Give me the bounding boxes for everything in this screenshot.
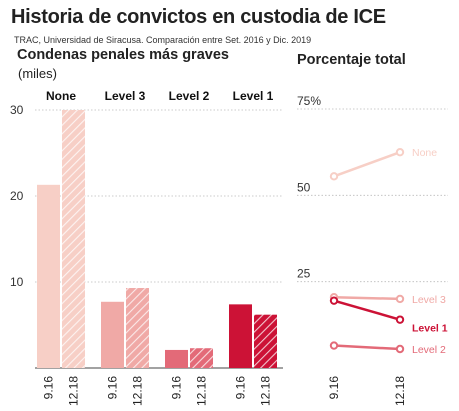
bar-none-12-18 xyxy=(62,110,85,368)
group-label-level-1: Level 1 xyxy=(233,89,274,103)
bar-level-1-12-18 xyxy=(254,314,277,368)
bar-y-tick-label: 10 xyxy=(10,275,24,289)
line-level-1 xyxy=(333,299,401,321)
series-label-level-3: Level 3 xyxy=(412,294,446,306)
line-x-tick-label: 9.16 xyxy=(327,376,341,400)
point-level-2-9-16 xyxy=(329,341,339,350)
point-level-2-12-18 xyxy=(395,344,405,354)
bar-y-tick-label: 20 xyxy=(10,189,24,203)
bar-x-tick-label: 9.16 xyxy=(106,376,120,400)
line-y-tick-label: 75% xyxy=(297,94,321,108)
point-none-12-18 xyxy=(395,147,405,157)
line-level-2 xyxy=(333,344,401,351)
bar-level-1-9-16 xyxy=(229,304,252,368)
bar-level-2-9-16 xyxy=(165,349,188,368)
bar-level-3-12-18 xyxy=(126,288,149,368)
group-label-level-3: Level 3 xyxy=(105,89,146,103)
bar-level-3-9-16 xyxy=(101,301,124,368)
group-label-none: None xyxy=(46,89,76,103)
point-level-1-9-16 xyxy=(329,296,339,305)
bar-chart-unit: (miles) xyxy=(18,66,57,81)
line-x-tick-label: 12.18 xyxy=(393,376,407,406)
bar-x-tick-label: 12.18 xyxy=(259,376,273,406)
bar-x-tick-label: 9.16 xyxy=(234,376,248,400)
bar-level-2-12-18 xyxy=(190,348,213,368)
series-label-level-1: Level 1 xyxy=(412,323,448,335)
point-none-9-16 xyxy=(329,172,339,181)
bar-x-tick-label: 12.18 xyxy=(67,376,81,406)
line-chart-title: Porcentaje total xyxy=(297,52,406,68)
line-y-tick-label: 25 xyxy=(297,267,311,281)
group-label-level-2: Level 2 xyxy=(169,89,210,103)
line-y-tick-label: 50 xyxy=(297,180,311,194)
bar-x-tick-label: 9.16 xyxy=(42,376,56,400)
bar-chart-title: Condenas penales más graves xyxy=(17,47,229,63)
series-label-none: None xyxy=(412,147,437,159)
point-level-1-12-18 xyxy=(395,315,405,324)
bar-x-tick-label: 12.18 xyxy=(131,376,145,406)
bar-y-tick-label: 30 xyxy=(10,103,24,117)
bar-none-9-16 xyxy=(37,184,60,368)
line-level-3 xyxy=(333,295,401,301)
point-level-3-12-18 xyxy=(395,294,405,304)
chart-title: Historia de convictos en custodia de ICE xyxy=(11,6,386,28)
series-label-level-2: Level 2 xyxy=(412,344,446,356)
bar-x-tick-label: 9.16 xyxy=(170,376,184,400)
chart-subtitle: TRAC, Universidad de Siracusa. Comparaci… xyxy=(14,35,312,45)
line-none xyxy=(333,150,401,178)
bar-x-tick-label: 12.18 xyxy=(195,376,209,406)
